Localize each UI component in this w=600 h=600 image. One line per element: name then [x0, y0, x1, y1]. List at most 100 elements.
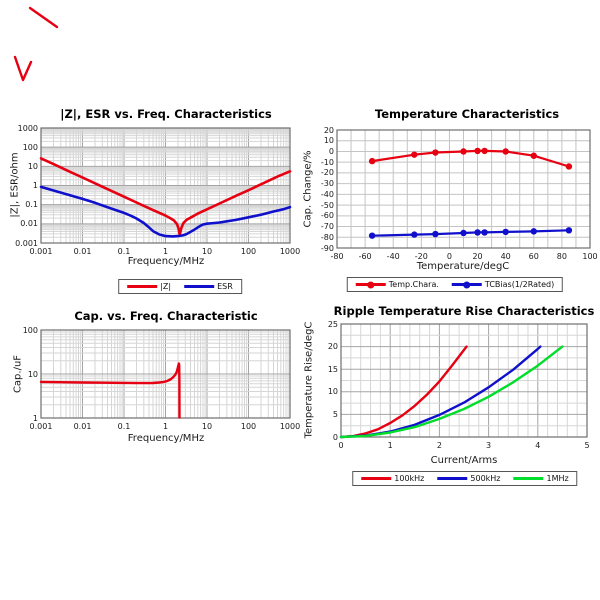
legend-item: TCBias(1/2Rated): [451, 280, 555, 289]
x-tick-label: 100: [582, 252, 598, 261]
legend-marker-dot: [463, 281, 471, 288]
x-axis-title: Frequency/MHz: [127, 433, 205, 444]
x-axis-title: Frequency/MHz: [127, 256, 205, 267]
legend-impedance-esr: |Z| ESR: [118, 279, 242, 294]
y-tick-label: 0.001: [15, 238, 38, 248]
y-tick-label: 20: [323, 125, 334, 135]
y-tick-label: 0.1: [25, 200, 38, 210]
x-tick-label: 0.01: [73, 247, 92, 256]
x-tick-label: 80: [556, 252, 567, 261]
x-tick-label: -40: [386, 252, 400, 261]
x-tick-label: 20: [472, 252, 483, 261]
y-tick-label: 10: [27, 369, 38, 379]
x-tick-label: 0.01: [73, 422, 92, 431]
y-tick-label: 20: [327, 342, 338, 352]
stray-curve-fragment: [13, 55, 33, 82]
legend-line-sample: [127, 285, 158, 288]
legend-line-sample: [184, 285, 215, 288]
series-temp-chara-: [371, 149, 571, 168]
y-tick-label: -10: [320, 157, 334, 167]
x-tick-label: 60: [528, 252, 539, 261]
y-tick-label: 15: [327, 364, 338, 374]
legend-item: 1MHz: [513, 474, 569, 483]
y-tick-label: -20: [320, 168, 334, 178]
y-tick-label: 1000: [17, 123, 38, 133]
legend-label: Temp.Chara.: [388, 280, 439, 289]
x-tick-label: 100: [240, 422, 257, 431]
y-tick-label: 1: [32, 413, 38, 423]
legend-item: ESR: [184, 282, 233, 291]
y-tick-label: 100: [22, 325, 38, 335]
legend-item: Temp.Chara.: [355, 280, 439, 289]
y-tick-label: -30: [320, 179, 334, 189]
series-cap-: [39, 362, 181, 419]
x-tick-label: 4: [535, 441, 541, 450]
legend-label: TCBias(1/2Rated): [484, 280, 555, 289]
legend-label: |Z|: [160, 282, 172, 291]
chart-title: Cap. vs. Freq. Characteristic: [74, 309, 258, 323]
x-tick-label: 0: [338, 441, 344, 450]
x-tick-label: 3: [486, 441, 492, 450]
legend-label: ESR: [217, 282, 233, 291]
chart-title: Ripple Temperature Rise Characteristics: [333, 304, 595, 318]
chart-title: Temperature Characteristics: [374, 107, 560, 121]
y-tick-label: -50: [320, 200, 334, 210]
y-tick-label: 10: [327, 387, 338, 397]
series--z-: [39, 157, 292, 237]
x-tick-label: 1: [387, 441, 393, 450]
y-tick-label: 0: [328, 146, 334, 156]
x-tick-label: -80: [330, 252, 344, 261]
legend-item: 100kHz: [361, 474, 424, 483]
legend-marker-dot: [367, 281, 375, 288]
legend-label: 1MHz: [546, 474, 569, 483]
y-tick-label: 1: [32, 181, 38, 190]
x-tick-label: 100: [240, 247, 257, 256]
series-tcbias-1-2rated-: [371, 229, 571, 237]
y-tick-label: 25: [327, 319, 338, 329]
y-tick-label: -70: [320, 222, 334, 232]
x-tick-label: 0.1: [117, 422, 131, 431]
x-tick-label: 5: [584, 441, 590, 450]
y-tick-label: 100: [22, 142, 38, 152]
legend-item: |Z|: [127, 282, 171, 291]
series-esr: [39, 185, 292, 238]
x-tick-label: 0: [446, 252, 452, 261]
x-tick-label: -60: [358, 252, 372, 261]
y-tick-label: -60: [320, 211, 334, 221]
legend-line-sample: [361, 477, 392, 480]
x-tick-label: 40: [500, 252, 511, 261]
x-tick-label: 10: [201, 422, 213, 431]
legend-ripple: 100kHz 500kHz 1MHz: [352, 471, 578, 486]
y-tick-label: 5: [332, 409, 338, 419]
x-tick-label: 0.001: [29, 247, 53, 256]
series-100khz: [339, 345, 468, 439]
legend-label: 500kHz: [470, 474, 501, 483]
legend-line-sample: [437, 477, 468, 480]
legend-temperature: Temp.Chara. TCBias(1/2Rated): [346, 277, 564, 292]
y-tick-label: 0: [332, 432, 338, 442]
series-1mhz: [339, 345, 564, 439]
legend-label: 100kHz: [394, 474, 425, 483]
legend-line-sample: [355, 281, 386, 288]
y-tick-label: 0.01: [20, 219, 38, 229]
x-tick-label: 2: [436, 441, 442, 450]
y-tick-label: -80: [320, 232, 334, 242]
legend-line-sample: [451, 281, 482, 288]
y-axis-title: Temperature Rise/degC: [303, 321, 315, 439]
chart-title: |Z|, ESR vs. Freq. Characteristics: [60, 107, 272, 121]
x-tick-label: 1000: [279, 247, 301, 256]
x-tick-label: 10: [201, 247, 213, 256]
stray-curve-fragment: [28, 6, 59, 29]
x-axis-title: Current/Arms: [430, 455, 498, 466]
legend-line-sample: [513, 477, 544, 480]
y-tick-label: 10: [27, 161, 38, 171]
x-tick-label: 0.001: [29, 422, 53, 431]
y-tick-label: -90: [320, 243, 334, 253]
x-tick-label: 0.1: [117, 247, 131, 256]
y-tick-label: 10: [323, 136, 334, 146]
x-tick-label: 1000: [279, 422, 301, 431]
x-axis-title: Temperature/degC: [416, 261, 510, 272]
x-tick-label: 1: [162, 247, 169, 256]
